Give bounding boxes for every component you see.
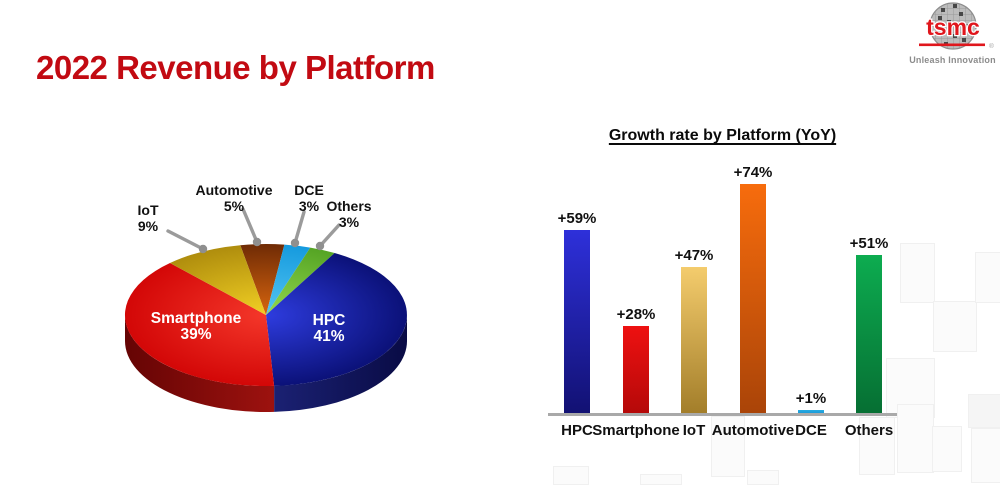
pie-callout-iot: IoT 9% (122, 202, 174, 234)
pie-leader-line (166, 229, 205, 251)
pie-side-smartphone (125, 315, 275, 413)
background-tile (711, 416, 745, 477)
bar-chart: +59% +28% +47% +74% +1% +51% HPC Smartph… (548, 164, 897, 484)
background-tile (933, 301, 977, 352)
bar-value-label: +28% (616, 306, 656, 324)
bar-rect (564, 230, 590, 413)
pie-callout-label: Automotive (195, 182, 273, 198)
pie-callout-others: Others 3% (321, 198, 377, 230)
bar-rect (740, 183, 766, 413)
bar-category-dce: DCE (795, 422, 827, 439)
pie-leader-line (318, 223, 341, 248)
bar-hpc: +59% (537, 210, 617, 413)
registered-mark: ® (989, 42, 994, 50)
pie-callout-percent: 3% (338, 213, 360, 230)
pie-callout-percent: 5% (223, 197, 245, 214)
bar-value-label: +74% (733, 163, 773, 181)
slide-title: 2022 Revenue by Platform (36, 49, 435, 86)
bar-category-hpc: HPC (561, 422, 593, 439)
pie-slice-others (266, 247, 335, 315)
pie-callout-percent: 3% (298, 197, 320, 214)
bar-value-label: +47% (674, 247, 714, 265)
pie-inner-label: HPC (313, 312, 346, 329)
pie-leader-dot (252, 237, 262, 247)
pie-inner-percent: 41% (313, 328, 344, 345)
pie-callout-label: IoT (137, 202, 159, 218)
bar-iot: +47% (654, 247, 734, 413)
pie-callout-label: Others (326, 198, 372, 214)
pie-side-hpc (274, 315, 407, 412)
bar-automotive: +74% (713, 164, 793, 413)
bar-category-automotive: Automotive (711, 422, 795, 439)
pie-leader-dot (290, 238, 300, 248)
bar-rect (856, 254, 882, 413)
tsmc-wordmark: tsmc (926, 14, 980, 40)
pie-slice-iot (170, 245, 266, 315)
bar-category-smartphone: Smartphone (592, 422, 680, 439)
background-tile (932, 426, 962, 472)
pie-leader-line (293, 210, 306, 245)
bar-dce: +1% (771, 390, 851, 413)
pie-leader-dot (198, 244, 208, 254)
pie-slice-smartphone (124, 263, 275, 387)
logo-tagline: Unleash Innovation (909, 55, 996, 65)
pie-inner-label: Smartphone (151, 310, 242, 327)
tsmc-logo: tsmc ® (919, 2, 994, 50)
pie-leader-dot (315, 241, 325, 251)
pie-slice-automotive (240, 244, 285, 315)
background-tile (975, 252, 1000, 303)
pie-callout-automotive: Automotive 5% (184, 182, 284, 214)
bar-smartphone: +28% (596, 306, 676, 413)
pie-callout-percent: 9% (137, 217, 159, 234)
logo-underline (919, 43, 985, 47)
pie-callout-label: DCE (294, 182, 324, 198)
bar-chart-title: Growth rate by Platform (YoY) (608, 127, 837, 144)
pie-slice-hpc (266, 253, 407, 386)
background-tile (968, 394, 1000, 428)
bar-rect (681, 267, 707, 413)
background-tile (971, 428, 1000, 483)
wafer-icon (929, 2, 977, 50)
pie-inner-percent: 39% (180, 326, 211, 343)
pie-leader-line (241, 207, 259, 244)
background-tile (859, 417, 895, 475)
bar-value-label: +59% (557, 210, 597, 228)
bar-rect (623, 326, 649, 413)
pie-slice-dce (266, 244, 311, 315)
pie-callout-dce: DCE 3% (284, 182, 334, 214)
bar-rect (798, 409, 824, 413)
background-tile (900, 243, 935, 303)
x-axis-line (548, 413, 897, 416)
bar-value-label: +51% (849, 234, 889, 252)
bar-category-iot: IoT (682, 422, 706, 439)
background-tile (897, 404, 934, 473)
bar-others: +51% (829, 235, 909, 413)
bar-category-others: Others (844, 422, 894, 439)
bar-value-label: +1% (795, 389, 827, 407)
